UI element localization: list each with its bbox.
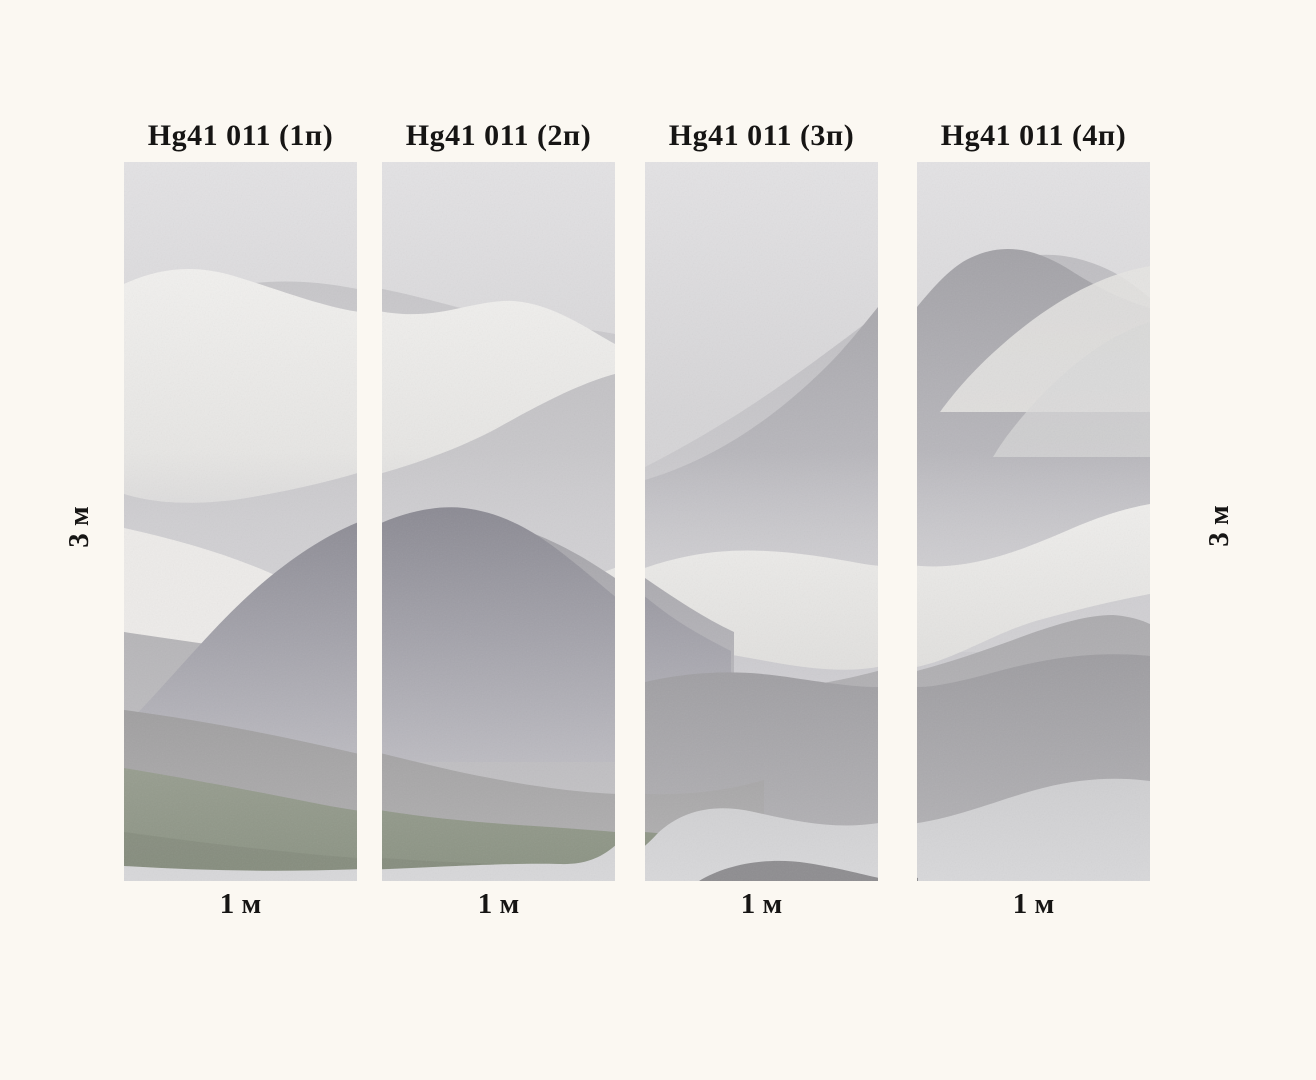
wallpaper-strip-4 bbox=[917, 162, 1150, 881]
wallpaper-strip-1 bbox=[124, 162, 357, 881]
mural-strip-1-artwork bbox=[124, 162, 357, 881]
height-label-right: 3 м bbox=[1203, 505, 1235, 547]
wallpaper-strip-3 bbox=[645, 162, 878, 881]
panel-4-width-label: 1 м bbox=[1012, 888, 1055, 920]
mural-strip-3-artwork bbox=[645, 162, 878, 881]
panel-1-width-label: 1 м bbox=[219, 888, 262, 920]
panel-3-title: Hg41 011 (3п) bbox=[668, 119, 855, 152]
height-label-left: 3 м bbox=[63, 506, 95, 548]
panel-2-title: Hg41 011 (2п) bbox=[405, 119, 592, 152]
panel-4-title: Hg41 011 (4п) bbox=[940, 119, 1127, 152]
panel-1-title: Hg41 011 (1п) bbox=[147, 119, 334, 152]
wallpaper-strip-2 bbox=[382, 162, 615, 881]
mural-strip-4-artwork bbox=[917, 162, 1150, 881]
mural-strip-2-artwork bbox=[382, 162, 615, 881]
panel-3-width-label: 1 м bbox=[740, 888, 783, 920]
panel-2-width-label: 1 м bbox=[477, 888, 520, 920]
